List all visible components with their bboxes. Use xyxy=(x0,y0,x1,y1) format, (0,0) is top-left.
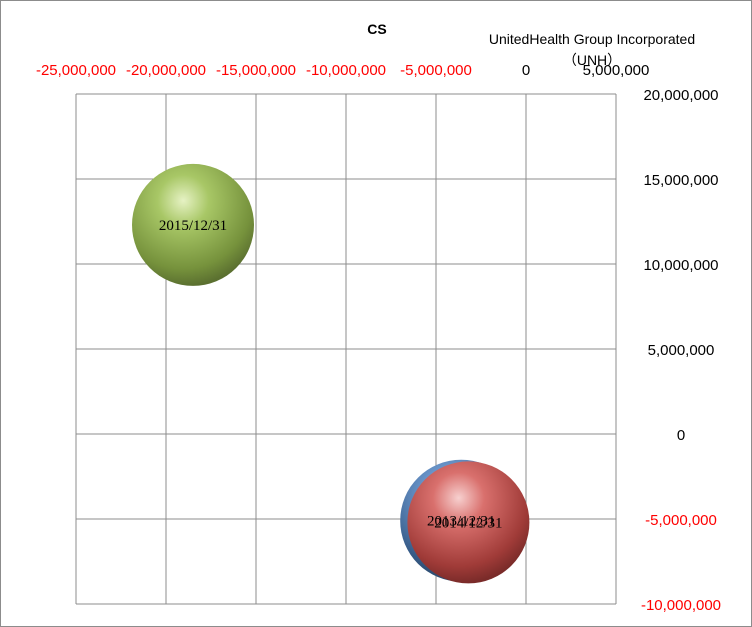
x-tick-label-1: -20,000,000 xyxy=(126,62,206,79)
bubble-2015-12-31 xyxy=(132,163,254,286)
x-tick-label-4: -5,000,000 xyxy=(400,62,472,79)
bubble-label-1: 2014/12/31 xyxy=(434,515,502,531)
x-tick-label-0: -25,000,000 xyxy=(36,62,116,79)
y-tick-label-1: 15,000,000 xyxy=(643,172,718,189)
corner-label-line2: （UNH） xyxy=(563,52,621,68)
corner-label-line1: UnitedHealth Group Incorporated xyxy=(489,31,695,47)
x-tick-label-3: -10,000,000 xyxy=(306,62,386,79)
y-tick-label-5: -5,000,000 xyxy=(645,512,717,529)
x-tick-label-5: 0 xyxy=(522,62,530,79)
grid xyxy=(75,93,617,605)
y-tick-label-2: 10,000,000 xyxy=(643,257,718,274)
bubble-2014-12-31 xyxy=(407,461,530,584)
y-axis-ticks: 20,000,000 15,000,000 10,000,000 5,000,000 0… xyxy=(641,87,721,614)
x-axis-ticks: -25,000,000 -20,000,000 -15,000,000 -10,000… xyxy=(36,62,649,79)
x-tick-label-6: 5,000,000 xyxy=(583,62,650,79)
y-tick-label-6: -10,000,000 xyxy=(641,597,721,614)
x-tick-label-2: -15,000,000 xyxy=(216,62,296,79)
bubble-label-2: 2015/12/31 xyxy=(159,218,227,234)
bubble-label-0: 2013/12/31 xyxy=(427,514,495,530)
bubbles xyxy=(132,163,530,584)
chart-title: CS xyxy=(367,21,386,37)
y-tick-label-0: 20,000,000 xyxy=(643,87,718,104)
y-tick-label-4: 0 xyxy=(677,427,685,444)
y-tick-label-3: 5,000,000 xyxy=(648,342,715,359)
